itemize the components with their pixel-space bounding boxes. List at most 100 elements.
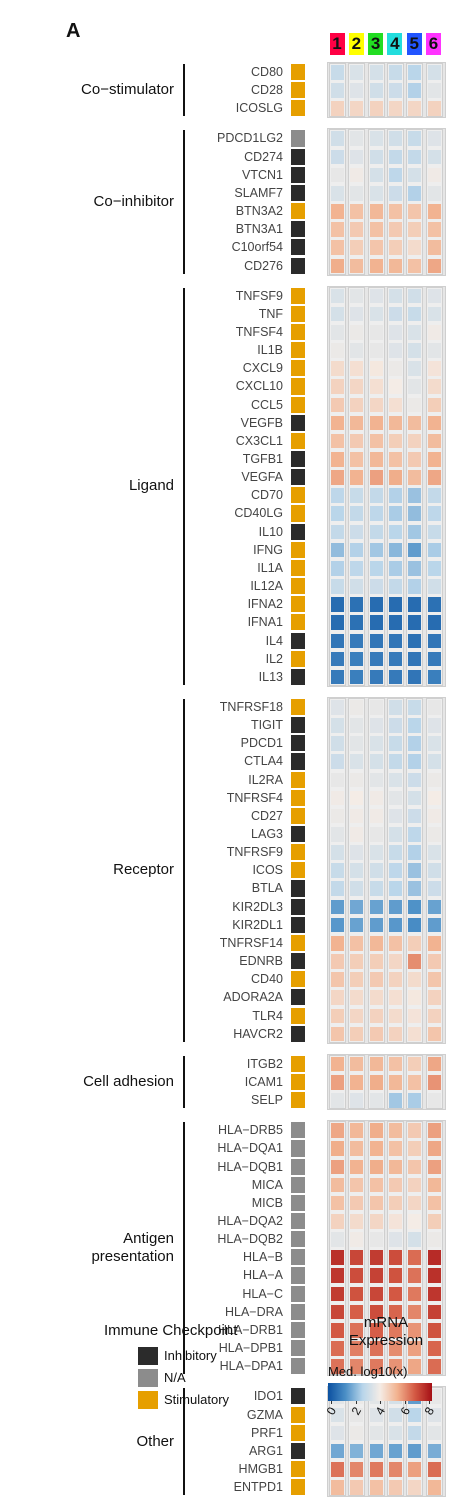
- gene-label: IL2RA: [248, 772, 283, 787]
- heatmap-cell: [350, 1480, 364, 1495]
- gene-label: IFNG: [253, 542, 283, 557]
- heatmap-cell: [331, 288, 344, 304]
- heatmap-cell: [427, 379, 441, 395]
- gene-label: BTN3A1: [235, 222, 283, 237]
- heatmap-cell: [331, 1177, 344, 1193]
- heatmap-cell: [350, 597, 364, 612]
- heatmap-cell: [369, 65, 383, 80]
- gene-label: HLA−DQA1: [217, 1141, 283, 1156]
- heatmap-cell: [388, 954, 402, 969]
- heatmap-cell: [350, 1304, 364, 1320]
- heatmap-cell: [369, 1214, 383, 1229]
- heatmap-cell: [408, 1425, 422, 1441]
- heatmap-cell: [369, 542, 383, 558]
- heatmap-cell: [388, 379, 402, 395]
- heatmap-cell: [427, 1177, 441, 1193]
- gene-label: CTLA4: [244, 754, 283, 769]
- gene-label: CD70: [251, 488, 283, 503]
- heatmap-cell: [369, 1195, 383, 1211]
- checkpoint-type-cell: [291, 1213, 305, 1230]
- heatmap-cell: [427, 1443, 441, 1459]
- cluster-header-2: 2: [348, 33, 364, 55]
- heatmap-cell: [427, 1123, 441, 1138]
- heatmap-cell: [427, 1286, 441, 1302]
- heatmap-cell: [408, 1250, 422, 1265]
- heatmap-cell: [331, 1141, 344, 1157]
- checkpoint-type-cell: [291, 100, 305, 117]
- heatmap-cell: [331, 718, 344, 733]
- heatmap-cell: [369, 167, 383, 183]
- heatmap-cell: [388, 1159, 402, 1175]
- heatmap-cell: [408, 935, 422, 951]
- heatmap-cell: [408, 1008, 422, 1024]
- heatmap-cell: [408, 397, 422, 413]
- heatmap-cell: [408, 669, 422, 685]
- gene-label: PDCD1LG2: [217, 131, 283, 146]
- heatmap-cell: [350, 579, 364, 594]
- heatmap-cell: [427, 1008, 441, 1024]
- heatmap-cell: [350, 240, 364, 255]
- heatmap-cell: [408, 1461, 422, 1477]
- heatmap-cell: [388, 1286, 402, 1302]
- heatmap-cell: [408, 343, 422, 358]
- colorbar-tick: [331, 1401, 332, 1404]
- heatmap-cell: [427, 881, 441, 897]
- heatmap-cell: [388, 1177, 402, 1193]
- checkpoint-type-cell: [291, 1388, 305, 1405]
- heatmap-cell: [427, 736, 441, 751]
- group-bracket: [183, 64, 185, 117]
- heatmap-cell: [388, 827, 402, 842]
- cluster-header-3: 3: [368, 33, 384, 55]
- gene-label: VEGFA: [241, 470, 283, 485]
- heatmap-cell: [331, 772, 344, 788]
- heatmap-cell: [427, 1250, 441, 1265]
- checkpoint-type-cell: [291, 469, 305, 486]
- heatmap-cell: [331, 1286, 344, 1302]
- gene-label: IL4: [265, 633, 283, 648]
- heatmap-cell: [331, 185, 344, 201]
- heatmap-cell: [408, 470, 422, 485]
- gene-label: HLA−A: [243, 1268, 283, 1283]
- heatmap-cell: [331, 1093, 344, 1108]
- gene-label: MICB: [251, 1195, 283, 1210]
- checkpoint-type-cell: [291, 1406, 305, 1423]
- gene-label: VEGFB: [240, 415, 283, 430]
- heatmap-cell: [369, 1286, 383, 1302]
- group-label: Ligand: [129, 477, 174, 495]
- heatmap-cell: [427, 470, 441, 485]
- heatmap-cell: [388, 560, 402, 576]
- heatmap-cell: [350, 1123, 364, 1138]
- heatmap-cell: [427, 633, 441, 649]
- heatmap-cell: [331, 1123, 344, 1138]
- checkpoint-type-cell: [291, 898, 305, 915]
- heatmap-cell: [331, 1304, 344, 1320]
- legend-label: Inhibitory: [164, 1348, 217, 1363]
- heatmap-cell: [427, 954, 441, 969]
- heatmap-cell: [408, 1268, 422, 1284]
- heatmap-column-3: [367, 129, 385, 275]
- gene-label: ICOSLG: [235, 101, 283, 116]
- heatmap-cell: [408, 699, 422, 715]
- checkpoint-type-cell: [291, 1321, 305, 1339]
- checkpoint-type-cell: [291, 451, 305, 468]
- heatmap-cell: [427, 754, 441, 770]
- heatmap-cell: [331, 651, 344, 667]
- checkpoint-type-cell: [291, 130, 305, 147]
- heatmap-cell: [427, 204, 441, 219]
- heatmap-cell: [331, 1359, 344, 1374]
- group-label: Antigen presentation: [91, 1230, 174, 1266]
- heatmap-cell: [369, 699, 383, 715]
- checkpoint-type-cell: [291, 826, 305, 843]
- heatmap-cell: [427, 361, 441, 376]
- heatmap-cell: [369, 258, 383, 274]
- heatmap-cell: [427, 433, 441, 449]
- heatmap-cell: [388, 470, 402, 485]
- group-bracket: [183, 1055, 185, 1109]
- heatmap-cell: [408, 204, 422, 219]
- heatmap-cell: [369, 433, 383, 449]
- heatmap-cell: [408, 579, 422, 594]
- colorbar-tick-label: 8: [421, 1404, 438, 1418]
- colorbar-tick-label: 0: [323, 1404, 340, 1418]
- gene-label: TIGIT: [251, 718, 283, 733]
- heatmap-cell: [408, 1443, 422, 1459]
